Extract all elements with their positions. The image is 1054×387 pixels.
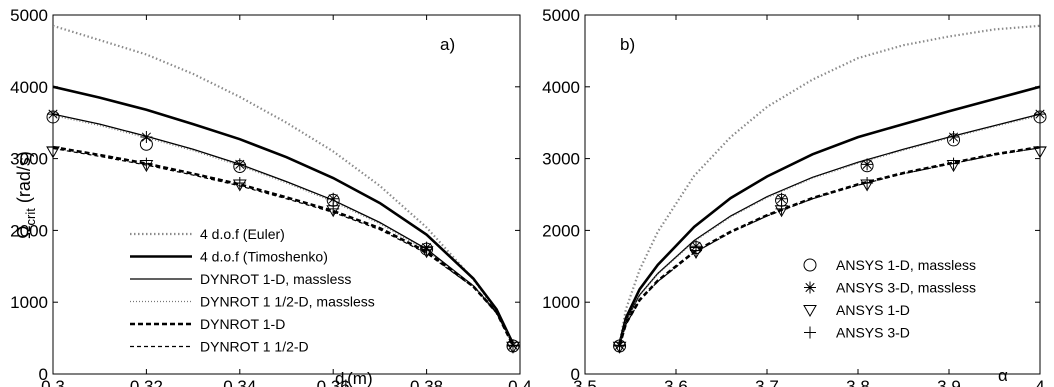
ansys-marker-plus [327,202,340,215]
x-tick-label: 3.6 [664,377,688,387]
legend-marker-star [804,281,816,294]
chart-panel-a: 0.3 0.32 0.34 0.36 0.38 0.4 0 1000 2000 3000 4000 5… [10,6,532,387]
ansys-marker-star [861,158,874,171]
series-line-0 [618,24,1040,344]
y-tick-label: 1000 [542,293,580,312]
ansys-marker-star [775,192,788,205]
ansys-marker-plus [775,202,788,215]
ansys-marker-plus [420,243,433,256]
ansys-marker-star [233,158,246,171]
series-line-5 [619,147,1040,346]
x-axis-label: α [998,366,1008,385]
legend-marker-triangle-down [803,305,817,318]
plot-frame [584,14,1041,375]
y-axis-symbol: Ω [14,225,34,238]
chart-panel-b: 3.5 3.6 3.7 3.8 3.9 4 0 1000 2000 3000 4000 5000 b) α… [542,6,1047,387]
legend-label: ANSYS 1-D, massless [836,257,976,273]
x-tick-label: 0.32 [130,377,163,387]
legend-label: DYNROT 1 1/2-D [200,339,309,355]
x-axis-label: di(m) [335,369,373,387]
legend-label: DYNROT 1-D [200,316,285,332]
legend-marker-plus [804,326,816,339]
ansys-marker-plus [140,157,153,170]
y-tick-label: 3000 [542,150,580,169]
legend-label: ANSYS 3-D, massless [836,280,976,296]
y-tick-label: 0 [39,365,48,384]
y-tick-label: 5000 [10,6,48,25]
legend-label: 4 d.o.f (Timoshenko) [200,249,328,265]
series-group [618,24,1040,346]
legend-label: 4 d.o.f (Euler) [200,226,285,242]
y-tick-label: 0 [571,365,580,384]
ansys-marker-plus [947,157,960,170]
y-tick-label: 2000 [542,221,580,240]
x-axis-unit: (m) [347,369,372,387]
y-tick-label: 4000 [10,78,48,97]
x-tick-label: 4 [1035,377,1044,387]
series-line-1 [53,85,515,345]
ansys-marker-star [327,192,340,205]
legend-markers: ANSYS 1-D, massless ANSYS 3-D, massless AN… [803,257,976,341]
ansys-marker-plus [506,339,519,352]
legend-label: ANSYS 3-D [836,325,910,341]
ansys-marker-plus [47,141,59,154]
legend-label: DYNROT 1-D, massless [200,271,351,287]
x-tick-label: 0.34 [223,377,256,387]
series-line-2 [53,113,514,345]
plot-frame [52,14,521,375]
x-axis-subscript: i [344,377,347,387]
panel-label: a) [440,35,455,54]
ansys-marker-plus [613,339,626,352]
y-tick-label: 3000 [10,150,48,169]
y-axis-unit: (rad/s) [14,151,34,208]
legend-marker-circle [803,258,817,272]
y-tick-label: 5000 [542,6,580,25]
ansys-marker-plus [1034,141,1046,154]
x-tick-label: 3.5 [573,377,597,387]
series-line-5 [53,147,514,346]
x-axis-symbol: d [335,369,344,387]
legend-label: DYNROT 1 1/2-D, massless [200,294,375,310]
ansys-marker-star [947,131,960,144]
x-tick-label: 0.4 [508,377,532,387]
x-tick-label: 3.8 [846,377,870,387]
series-line-3 [619,114,1040,346]
y-axis-subscript: crit [23,208,38,226]
panel-label: b) [620,35,635,54]
series-group [53,24,515,346]
x-tick-label: 0.38 [410,377,443,387]
x-tick-label: 0.3 [41,377,65,387]
y-axis-label: Ωcrit (rad/s) [14,151,38,239]
ansys-marker-star [1034,108,1046,121]
ansys-marker-star [140,131,153,144]
legend-label: ANSYS 1-D [836,302,910,318]
ansys-marker-plus [690,244,703,257]
x-tick-label: 0.36 [317,377,350,387]
ansys-marker-star [47,108,59,121]
legend-lines: 4 d.o.f (Euler) 4 d.o.f (Timoshenko) DYNRO… [130,226,375,355]
x-tick-label: 3.7 [755,377,779,387]
y-tick-label: 4000 [542,78,580,97]
ansys-marker-plus [233,177,246,190]
y-tick-label: 1000 [10,293,48,312]
ansys-marker-plus [861,177,874,190]
series-line-1 [618,85,1040,345]
y-tick-label: 2000 [10,221,48,240]
x-tick-label: 3.9 [937,377,961,387]
series-line-4 [618,145,1040,346]
